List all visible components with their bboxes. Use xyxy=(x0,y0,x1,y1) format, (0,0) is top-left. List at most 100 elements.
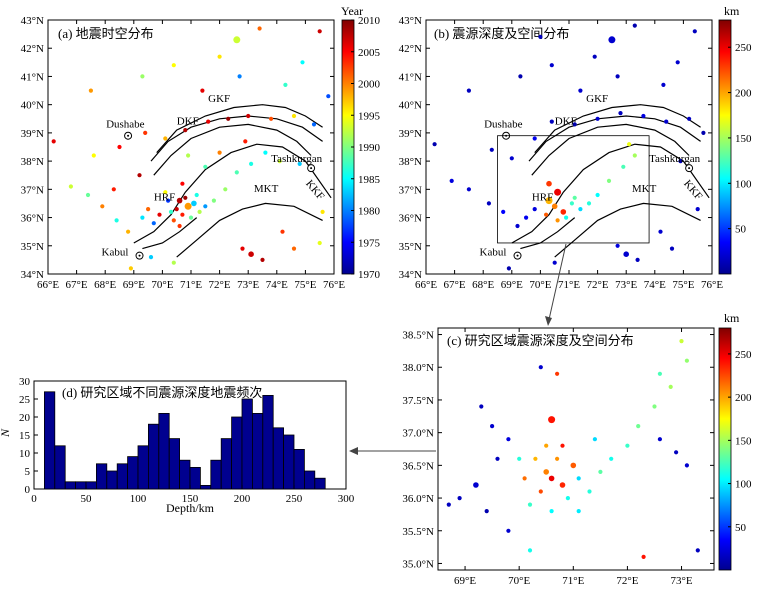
panel-c-colorbar-label: km xyxy=(724,311,740,325)
event-point xyxy=(490,424,495,429)
y-tick-label: 0 xyxy=(25,484,31,496)
event-point xyxy=(174,207,179,212)
colorbar-tick-label: 1975 xyxy=(358,237,381,249)
event-point xyxy=(137,173,142,178)
event-point xyxy=(269,116,274,121)
panel-b-faults xyxy=(511,104,710,258)
event-point xyxy=(570,462,577,469)
event-point xyxy=(544,212,549,217)
event-point xyxy=(311,122,317,127)
event-point xyxy=(432,142,437,147)
histogram-bar xyxy=(293,448,305,490)
panel-a-frame xyxy=(47,19,335,275)
event-point xyxy=(675,60,680,65)
x-tick-label: 70°E xyxy=(529,279,551,291)
event-point xyxy=(283,82,288,87)
x-tick-label: 68°E xyxy=(94,279,116,291)
event-point xyxy=(609,456,614,461)
y-tick-label: 35.0°N xyxy=(402,558,434,570)
map-label: DKF xyxy=(177,115,199,127)
colorbar-tick-label: 50 xyxy=(735,224,747,236)
event-point xyxy=(163,190,168,195)
event-point xyxy=(549,63,554,68)
map-label: GKF xyxy=(586,93,608,105)
x-tick-label: 74°E xyxy=(644,279,666,291)
y-tick-label: 34°N xyxy=(21,269,44,281)
event-point xyxy=(449,178,454,183)
event-point xyxy=(117,144,122,150)
colorbar-tick-label: 2005 xyxy=(358,47,381,59)
x-tick-label: 50 xyxy=(81,493,93,505)
event-point xyxy=(197,209,202,214)
event-point xyxy=(543,469,549,475)
y-tick-label: 34°N xyxy=(399,269,422,281)
event-point xyxy=(484,509,489,514)
event-point xyxy=(517,456,522,461)
event-point xyxy=(615,243,620,248)
event-point xyxy=(598,469,603,474)
y-tick-label: 37°N xyxy=(21,184,44,196)
histogram-bar xyxy=(241,398,253,490)
event-point xyxy=(326,94,331,99)
city-marker-dot xyxy=(310,167,313,170)
event-point xyxy=(234,170,239,175)
colorbar-tick-label: 100 xyxy=(735,479,752,491)
event-point xyxy=(669,246,675,251)
event-point xyxy=(263,150,268,155)
event-point xyxy=(668,384,673,389)
x-tick-label: 70°E xyxy=(508,575,530,587)
event-point xyxy=(572,195,577,200)
colorbar-tick-label: 200 xyxy=(735,88,752,100)
event-point xyxy=(180,181,185,186)
event-point xyxy=(657,371,663,376)
panel-d-bars xyxy=(44,391,326,490)
event-point xyxy=(226,116,231,121)
event-point xyxy=(246,113,251,119)
event-point xyxy=(635,257,640,262)
y-tick-label: 35°N xyxy=(399,241,422,253)
histogram-bar xyxy=(44,391,56,490)
event-point xyxy=(146,207,151,212)
y-tick-label: 42°N xyxy=(21,43,44,55)
map-label: MKT xyxy=(254,183,279,195)
y-tick-label: 42°N xyxy=(399,43,422,55)
fault-line xyxy=(534,104,701,153)
fault-line xyxy=(511,143,710,244)
event-point xyxy=(576,509,581,514)
event-point xyxy=(291,113,297,119)
x-tick-label: 100 xyxy=(130,493,147,505)
map-label: Dushabe xyxy=(106,119,145,131)
event-point xyxy=(555,218,560,223)
event-point xyxy=(538,489,543,494)
x-tick-label: 75°E xyxy=(672,279,694,291)
x-tick-label: 73°E xyxy=(237,279,259,291)
colorbar-tick-label: 250 xyxy=(735,349,752,361)
panel-c-y-axis: 35.0°N 35.5°N 36.0°N 36.5°N 37.0°N 37.5°N 38.0… xyxy=(402,330,714,570)
map-label: Dushabe xyxy=(484,119,523,131)
event-point xyxy=(606,178,612,183)
event-point xyxy=(194,192,199,198)
event-point xyxy=(466,187,471,192)
histogram-bar xyxy=(64,481,76,490)
y-tick-label: 40°N xyxy=(21,100,44,112)
y-tick-label: 38°N xyxy=(21,156,44,168)
map-label: MKT xyxy=(632,183,657,195)
event-point xyxy=(657,437,663,442)
event-point xyxy=(527,548,533,553)
event-point xyxy=(661,82,666,87)
x-tick-label: 72°E xyxy=(587,279,609,291)
y-tick-label: 37.5°N xyxy=(402,395,434,407)
event-point xyxy=(679,339,684,344)
event-point xyxy=(636,424,641,429)
panel-d-y-axis: 0 5 10 15 20 25 30 xyxy=(19,376,38,496)
event-point xyxy=(641,554,646,560)
connector-arrows xyxy=(349,243,567,455)
event-point xyxy=(140,74,145,79)
event-point xyxy=(524,215,529,220)
event-point xyxy=(171,260,176,265)
x-tick-label: 66°E xyxy=(415,279,437,291)
map-label: DKF xyxy=(555,115,577,127)
fault-line xyxy=(554,202,701,258)
event-point xyxy=(203,204,208,209)
event-point xyxy=(203,164,208,169)
